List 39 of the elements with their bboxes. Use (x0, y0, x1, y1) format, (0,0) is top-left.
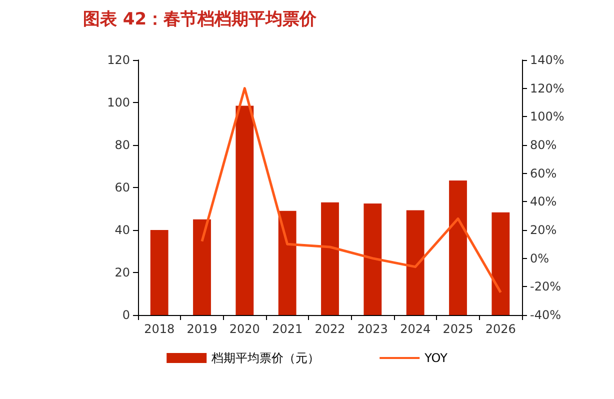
y-tick-label: 120 (107, 53, 130, 67)
y-tick-label: 80 (114, 138, 130, 152)
bar (406, 210, 424, 315)
legend-label: 档期平均票价（元） (210, 351, 320, 365)
y-tick-label: 40 (114, 223, 130, 237)
y2-tick-label: 140% (530, 53, 564, 67)
bar (236, 106, 254, 315)
x-tick-label: 2018 (144, 322, 175, 336)
x-tick-label: 2022 (314, 322, 346, 336)
bar (150, 230, 168, 315)
y2-tick-label: 20% (530, 223, 557, 237)
bar (193, 219, 211, 315)
bar (278, 210, 296, 315)
x-tick-label: 2026 (485, 322, 516, 336)
bar (364, 203, 382, 315)
y2-tick-label: -40% (530, 308, 562, 322)
x-tick-label: 2025 (442, 322, 474, 336)
y2-tick-label: 120% (530, 81, 564, 96)
x-tick-label: 2024 (400, 322, 431, 336)
y-tick-label: 20 (114, 266, 130, 280)
bar (321, 202, 339, 315)
y2-tick-label: -20% (530, 280, 562, 294)
y-tick-label: 0 (122, 308, 130, 322)
x-tick-label: 2019 (186, 322, 218, 336)
y-tick-label: 100 (107, 96, 130, 110)
x-tick-label: 2020 (229, 322, 260, 336)
y2-tick-label: 40% (530, 194, 557, 209)
x-tick-label: 2023 (357, 322, 388, 336)
x-tick-label: 2021 (272, 322, 303, 336)
y2-tick-label: 60% (530, 166, 557, 180)
chart-title: 图表 42：春节档档期平均票价 (83, 10, 318, 30)
line-series (200, 87, 502, 294)
bar (492, 212, 510, 315)
y-tick-label: 60 (114, 180, 130, 194)
y2-tick-label: 100% (530, 110, 564, 124)
y2-tick-label: 80% (530, 138, 557, 152)
legend-label: YOY (424, 351, 448, 365)
y2-tick-label: 0% (530, 251, 550, 266)
bar (449, 180, 467, 315)
